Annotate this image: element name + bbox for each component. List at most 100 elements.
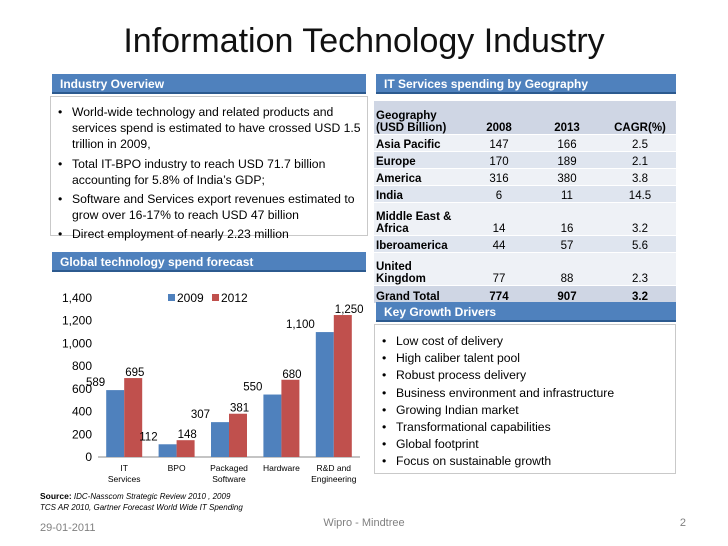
bar-2009 [158,444,177,457]
bar-2012 [229,413,247,457]
driver-item: High caliber talent pool [378,350,674,366]
table-cell: 2.3 [604,252,676,286]
column-header: CAGR(%) [604,100,676,135]
y-tick-label: 1,400 [62,291,92,305]
bar-2012 [176,440,195,457]
driver-item: Growing Indian market [378,402,674,418]
key-drivers-list: Low cost of delivery High caliber talent… [378,333,674,471]
column-header: 2008 [468,100,530,135]
data-label: 112 [139,431,157,443]
x-category-label: IT Services [108,463,141,484]
forecast-bar-chart: 0 200 400 600 800 1,000 1,200 1,400 589 695 IT Serv… [62,291,364,484]
overview-bullet: Total IT-BPO industry to reach USD 71.7 … [54,156,366,188]
overview-bullet: Direct employment of nearly 2.23 million [54,226,366,242]
table-cell: 88 [530,252,604,286]
data-label: 381 [230,403,249,415]
page-number: 2 [679,517,686,529]
footer-center-text: Wipro - Mindtree [323,517,405,529]
table-cell: Iberoamerica [374,235,468,253]
bar-2012 [281,379,300,457]
legend-label: 2009 [177,291,204,305]
table-cell: 189 [530,151,604,169]
table-cell: 14 [468,202,530,236]
source-note: Source: IDC-Nasscom Strategic Review 201… [40,491,243,513]
source-line-2: TCS AR 2010, Gartner Forecast World Wide… [40,503,243,512]
y-tick-label: 200 [72,427,92,441]
overview-bullet: World-wide technology and related produc… [54,104,366,153]
table-cell: 166 [530,134,604,152]
footer-date: 29-01-2011 [40,522,96,534]
source-label: Source: [40,491,72,501]
table-cell: 316 [468,168,530,186]
table-row: Asia Pacific 147 166 2.5 [374,134,676,152]
driver-item: Focus on sustainable growth [378,453,674,469]
table-header-row: Geography (USD Billion) 2008 2013 CAGR(%… [374,100,676,135]
bar-2009 [106,390,125,457]
table-cell: 907 [530,285,604,303]
overview-bullet: Software and Services export revenues es… [54,191,366,223]
y-tick-label: 1,200 [62,314,92,328]
bar-2012 [124,378,143,457]
table-cell: 57 [530,235,604,253]
table-row: India 6 11 14.5 [374,185,676,203]
y-tick-label: 600 [72,382,92,396]
table-cell: 77 [468,252,530,286]
table-cell: 11 [530,185,604,203]
x-category-label: Hardware [263,463,300,473]
y-tick-label: 1,000 [62,336,92,350]
y-tick-label: 0 [85,450,92,464]
driver-item: Business environment and infrastructure [378,385,674,401]
table-cell: 170 [468,151,530,169]
table-cell: India [374,185,468,203]
table-cell: 3.2 [604,285,676,303]
table-cell: 774 [468,285,530,303]
driver-item: Transformational capabilities [378,419,674,435]
x-category-label: BPO [168,463,186,473]
table-cell: 147 [468,134,530,152]
table-cell: 2.1 [604,151,676,169]
geo-spending-table: Geography (USD Billion) 2008 2013 CAGR(%… [374,100,676,303]
table-cell: Grand Total [374,285,468,303]
table-cell: 5.6 [604,235,676,253]
table-cell: 14.5 [604,185,676,203]
data-label: 148 [178,429,197,441]
table-cell: America [374,168,468,186]
driver-item: Robust process delivery [378,367,674,383]
bar-2009 [211,422,229,457]
table-cell: Europe [374,151,468,169]
y-tick-label: 800 [72,359,92,373]
x-category-label: R&D and Engineering [311,463,357,484]
bar-2009 [315,332,334,457]
bar-2009 [263,394,282,457]
table-cell: 3.8 [604,168,676,186]
data-label: 589 [86,377,105,389]
industry-overview-list: World-wide technology and related produc… [54,104,366,246]
key-drivers-header: Key Growth Drivers [376,302,676,322]
legend-swatch [212,294,219,301]
data-label: 680 [282,369,301,381]
data-label: 695 [125,367,144,379]
data-label: 550 [243,382,262,394]
data-label: 1,250 [335,304,364,316]
legend-swatch [168,294,175,301]
table-row: Europe 170 189 2.1 [374,151,676,169]
x-category-label: Packaged Software [210,463,248,484]
table-row: United Kingdom 77 88 2.3 [374,252,676,286]
page-title: Information Technology Industry [123,22,605,60]
geo-table-header: IT Services spending by Geography [376,74,676,94]
table-cell: United Kingdom [374,252,468,286]
industry-overview-header: Industry Overview [52,74,366,94]
table-cell: 380 [530,168,604,186]
table-cell: 3.2 [604,202,676,236]
table-cell: 44 [468,235,530,253]
table-cell: 16 [530,202,604,236]
table-total-row: Grand Total 774 907 3.2 [374,285,676,303]
column-header: Geography (USD Billion) [374,100,468,135]
column-header: 2013 [530,100,604,135]
driver-item: Global footprint [378,436,674,452]
table-cell: 2.5 [604,134,676,152]
table-row: Iberoamerica 44 57 5.6 [374,235,676,253]
table-row: America 316 380 3.8 [374,168,676,186]
data-label: 307 [191,409,210,421]
source-line-1: IDC-Nasscom Strategic Review 2010 , 2009 [73,492,231,501]
